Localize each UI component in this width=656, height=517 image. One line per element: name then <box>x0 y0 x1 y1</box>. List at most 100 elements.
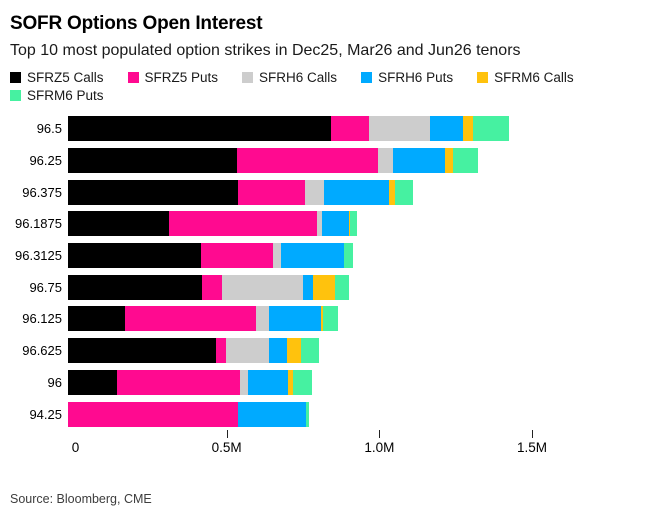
bar-row: 96 <box>0 367 656 399</box>
bar-stack <box>68 274 349 300</box>
legend-item-sfrm6-puts: SFRM6 Puts <box>10 87 104 105</box>
bar-segment-sfrh6-calls <box>377 148 394 174</box>
bar-segment-sfrh6-calls <box>304 179 324 205</box>
plot-area: 96.5 96.25 96.375 96.1875 96.3125 96.75 96.125… <box>0 113 656 430</box>
legend-swatch-icon <box>127 72 139 83</box>
bar-segment-sfrh6-puts <box>323 179 389 205</box>
bar-segment-sfrz5-calls <box>68 116 331 142</box>
bar-segment-sfrm6-puts <box>306 401 309 427</box>
bar-stack <box>68 179 413 205</box>
bar-segment-sfrz5-puts <box>238 179 305 205</box>
bar-segment-sfrh6-puts <box>280 243 344 269</box>
bar-stack <box>68 369 312 395</box>
bar-segment-sfrz5-puts <box>125 306 257 332</box>
legend-swatch-icon <box>10 72 21 83</box>
legend-label: SFRH6 Calls <box>259 70 338 85</box>
bar-row: 96.5 <box>0 113 656 145</box>
bar-segment-sfrm6-puts <box>472 116 510 142</box>
y-axis-label: 96.375 <box>22 184 62 200</box>
bar-segment-sfrz5-calls <box>68 243 201 269</box>
y-axis-label: 96 <box>47 374 62 390</box>
bar-segment-sfrm6-puts <box>394 179 413 205</box>
bar-segment-sfrz5-calls <box>68 274 202 300</box>
x-axis: 0 0.5M 1.0M 1.5M <box>71 429 656 470</box>
bar-segment-sfrz5-calls <box>68 369 118 395</box>
page-title: SOFR Options Open Interest <box>10 13 263 34</box>
bar-stack <box>68 211 358 237</box>
bar-segment-sfrh6-calls <box>226 338 269 364</box>
bar-segment-sfrh6-calls <box>317 211 322 237</box>
bar-segment-sfrz5-puts <box>201 274 223 300</box>
x-axis-tick-label: 0.5M <box>211 439 242 455</box>
bar-segment-sfrm6-puts <box>344 243 354 269</box>
bar-stack <box>68 401 309 427</box>
bar-segment-sfrz5-puts <box>68 401 239 427</box>
legend-swatch-icon <box>477 72 489 83</box>
bar-segment-sfrm6-puts <box>322 306 339 332</box>
bar-segment-sfrh6-calls <box>256 306 270 332</box>
bar-stack <box>68 306 339 332</box>
bar-row: 96.1875 <box>0 208 656 240</box>
bar-row: 94.25 <box>0 398 656 430</box>
bar-stack <box>68 243 354 269</box>
chart-container: SOFR Options Open Interest Top 10 most p… <box>0 13 656 506</box>
bar-stack <box>68 338 319 364</box>
x-axis-tick-mark <box>532 429 533 438</box>
bar-stack <box>68 116 510 142</box>
x-axis-tick-label: 1.5M <box>516 439 548 455</box>
bar-segment-sfrh6-puts <box>393 148 446 174</box>
x-axis-tick-mark <box>226 429 228 438</box>
legend-label: SFRH6 Puts <box>378 70 454 85</box>
bar-segment-sfrh6-calls <box>239 369 248 395</box>
legend-item-sfrz5-calls: SFRZ5 Calls <box>10 69 104 87</box>
bar-segment-sfrh6-calls <box>222 274 304 300</box>
legend: SFRZ5 Calls SFRZ5 Puts SFRH6 Calls SFRH6 Pu… <box>10 69 646 105</box>
bar-segment-sfrz5-puts <box>200 243 274 269</box>
legend-swatch-icon <box>242 72 254 83</box>
bar-segment-sfrm6-calls <box>348 211 351 237</box>
chart-subtitle: Top 10 most populated option strikes in … <box>10 42 521 59</box>
x-axis-tick-label: 1.0M <box>364 439 395 455</box>
bar-segment-sfrm6-puts <box>293 369 312 395</box>
y-axis-label: 96.1875 <box>15 216 62 232</box>
bar-segment-sfrh6-puts <box>247 369 288 395</box>
bar-segment-sfrz5-puts <box>216 338 227 364</box>
x-axis-tick-mark <box>379 429 381 438</box>
bar-segment-sfrh6-calls <box>368 116 430 142</box>
bar-segment-sfrz5-calls <box>68 306 126 332</box>
source-note: Source: Bloomberg, CME <box>10 492 152 506</box>
bar-segment-sfrh6-puts <box>269 306 321 332</box>
y-axis-label: 96.75 <box>29 279 62 295</box>
bar-segment-sfrm6-calls <box>313 274 336 300</box>
bar-row: 96.3125 <box>0 240 656 272</box>
bar-segment-sfrm6-calls <box>320 306 323 332</box>
bar-segment-sfrm6-puts <box>350 211 358 237</box>
legend-item-sfrh6-calls: SFRH6 Calls <box>242 69 337 87</box>
legend-swatch-icon <box>10 90 21 101</box>
x-axis-tick-label: 0 <box>71 439 80 455</box>
bar-segment-sfrz5-calls <box>68 211 170 237</box>
legend-label: SFRZ5 Puts <box>144 70 219 85</box>
bar-segment-sfrh6-calls <box>273 243 281 269</box>
bar-row: 96.25 <box>0 145 656 177</box>
bar-segment-sfrm6-puts <box>335 274 349 300</box>
bar-row: 96.375 <box>0 176 656 208</box>
legend-swatch-icon <box>361 72 373 83</box>
y-axis-label: 96.25 <box>29 153 62 169</box>
y-axis-label: 94.25 <box>29 406 62 422</box>
bar-segment-sfrh6-puts <box>238 401 307 427</box>
bar-segment-sfrz5-puts <box>169 211 318 237</box>
bar-segment-sfrz5-calls <box>68 148 238 174</box>
bar-segment-sfrm6-calls <box>286 338 301 364</box>
bar-segment-sfrm6-puts <box>453 148 478 174</box>
bar-segment-sfrh6-puts <box>429 116 464 142</box>
bar-segment-sfrh6-puts <box>321 211 349 237</box>
bar-row: 96.125 <box>0 303 656 335</box>
y-axis-label: 96.3125 <box>15 248 62 264</box>
bar-segment-sfrm6-calls <box>287 369 294 395</box>
legend-item-sfrm6-calls: SFRM6 Calls <box>477 69 574 87</box>
bar-segment-sfrm6-calls <box>463 116 473 142</box>
legend-item-sfrz5-puts: SFRZ5 Puts <box>127 69 219 87</box>
bar-segment-sfrz5-puts <box>117 369 240 395</box>
legend-label: SFRM6 Calls <box>494 70 574 85</box>
